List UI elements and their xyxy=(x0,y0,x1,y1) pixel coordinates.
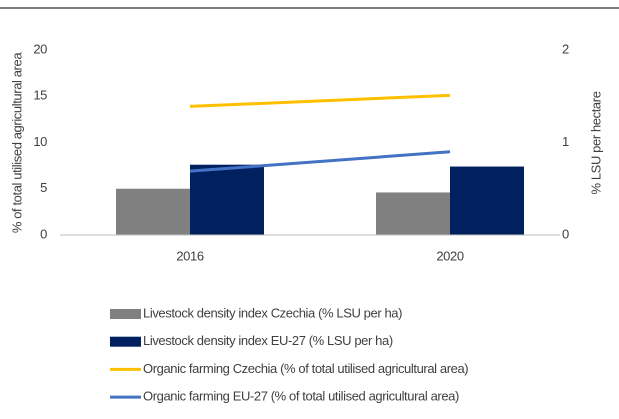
y-tick-label: 15 xyxy=(33,88,47,103)
y-axis-title: % of total utilised agricultural area xyxy=(9,52,24,233)
bar xyxy=(190,164,264,235)
y2-axis-title: % LSU per hectare xyxy=(588,91,603,194)
line xyxy=(189,93,451,108)
y2-tick-label: 0 xyxy=(562,226,569,241)
legend-label: Livestock density index EU-27 (% LSU per… xyxy=(143,333,393,348)
bar xyxy=(116,188,190,235)
y-tick-label: 0 xyxy=(40,226,47,241)
x-tick-label: 2020 xyxy=(436,248,463,263)
y2-tick-label: 2 xyxy=(562,41,569,56)
bar xyxy=(376,192,450,235)
y-tick-label: 10 xyxy=(33,134,47,149)
y-tick-label: 20 xyxy=(33,41,47,56)
y-tick-label: 5 xyxy=(40,180,47,195)
x-tick-label: 2016 xyxy=(176,248,203,263)
legend-swatch xyxy=(110,309,141,319)
line xyxy=(189,150,451,173)
legend-label: Organic farming EU-27 (% of total utilis… xyxy=(143,389,459,404)
y2-tick-label: 1 xyxy=(562,134,569,149)
bar xyxy=(450,166,524,235)
legend-label: Livestock density index Czechia (% LSU p… xyxy=(143,305,402,320)
legend-swatch xyxy=(110,336,141,347)
legend-label: Organic farming Czechia (% of total util… xyxy=(143,361,468,376)
